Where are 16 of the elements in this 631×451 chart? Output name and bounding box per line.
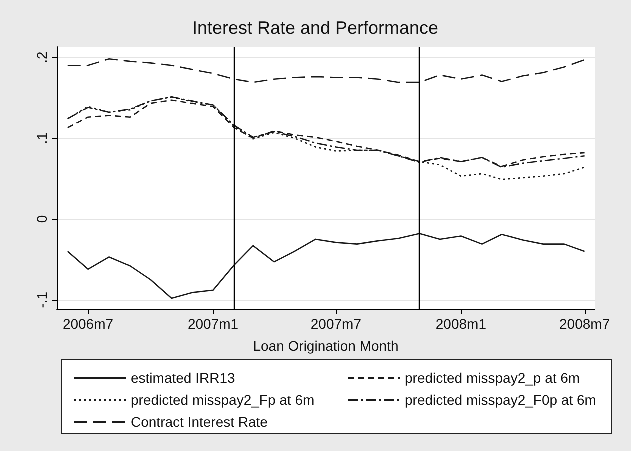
y-tick-label: .1 bbox=[34, 132, 50, 144]
chart-title: Interest Rate and Performance bbox=[192, 18, 439, 38]
legend-label: predicted misspay2_Fp at 6m bbox=[131, 392, 315, 408]
y-tick-label: -.1 bbox=[34, 292, 50, 308]
legend-label: predicted misspay2_p at 6m bbox=[405, 370, 580, 386]
legend-label: Contract Interest Rate bbox=[131, 414, 268, 430]
x-tick-label: 2008m7 bbox=[560, 316, 610, 332]
x-tick-label: 2008m1 bbox=[436, 316, 487, 332]
y-tick-label: 0 bbox=[34, 215, 50, 224]
legend-label: estimated IRR13 bbox=[131, 370, 236, 386]
x-tick-label: 2006m7 bbox=[62, 316, 114, 332]
y-tick-label: .2 bbox=[34, 51, 50, 64]
legend-label: predicted misspay2_F0p at 6m bbox=[405, 392, 596, 408]
x-tick-label: 2007m7 bbox=[310, 316, 362, 332]
x-tick-label: 2007m1 bbox=[188, 316, 239, 332]
x-axis-title: Loan Origination Month bbox=[253, 338, 399, 354]
